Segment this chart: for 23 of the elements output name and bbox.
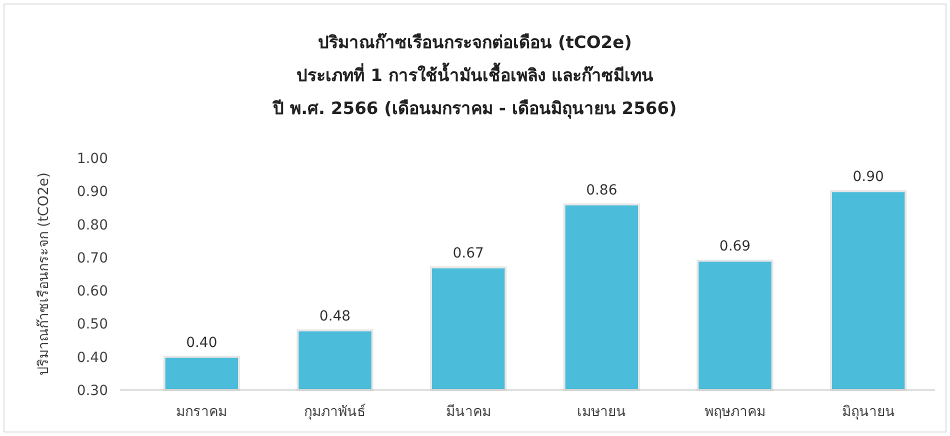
data-label: 0.90	[852, 169, 884, 186]
y-tick-label: 0.80	[76, 217, 108, 234]
data-label: 0.67	[452, 245, 484, 262]
y-tick-label: 0.50	[76, 316, 108, 333]
data-label: 0.48	[319, 308, 351, 324]
data-label: 0.69	[719, 238, 751, 255]
x-tick-label: พฤษภาคม	[704, 404, 766, 420]
y-tick-label: 0.40	[76, 350, 108, 366]
chart-subtitle: ประเภทที่ 1 การใช้น้ำมันเชื้อเพลิง และก๊าซมีเทน ปี พ.ศ. 2566 (เดือนมกราคม - เดือนมิถุนายน 2566)	[272, 62, 677, 119]
data-label: 0.40	[186, 334, 218, 351]
x-tick-label: มกราคม	[176, 404, 228, 420]
y-axis-title: ปริมาณก๊าซเรือนกระจก (tCO2e)	[36, 172, 52, 376]
x-tick-label: กุมภาพันธ์	[304, 403, 366, 420]
data-label: 0.86	[586, 182, 618, 198]
y-tick-label: 0.60	[76, 284, 108, 300]
x-tick-label: เมษายน	[577, 404, 626, 420]
y-tick-label: 1.00	[76, 151, 108, 167]
y-tick-label: 0.30	[76, 383, 108, 399]
y-tick-label: 0.90	[76, 184, 108, 200]
x-tick-label: มิถุนายน	[842, 404, 895, 420]
y-tick-label: 0.70	[76, 250, 108, 266]
x-tick-label: มีนาคม	[446, 404, 491, 420]
chart-title: ปริมาณก๊าซเรือนกระจกต่อเดือน (tCO2e)	[318, 32, 632, 53]
